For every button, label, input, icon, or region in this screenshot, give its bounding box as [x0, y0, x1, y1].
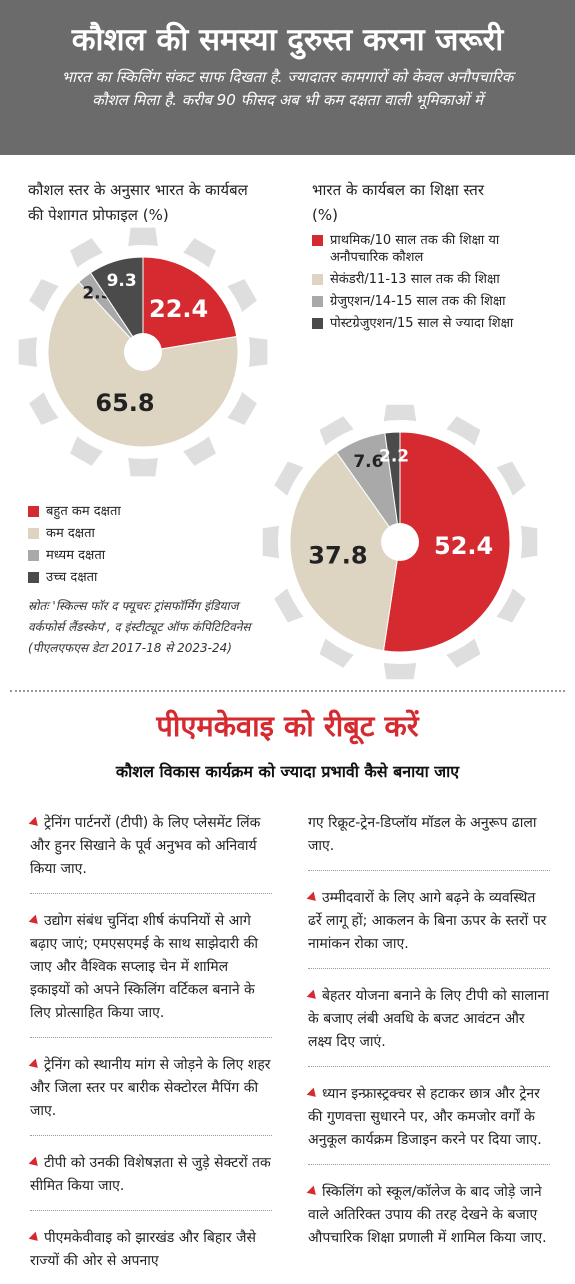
value-label: 9.3 [107, 271, 137, 291]
legend-swatch [312, 296, 323, 307]
bullet-item: उद्योग संबंध चुनिंदा शीर्ष कंपनियों से आ… [28, 906, 272, 1038]
legend-label: ग्रेजुएशन/14-15 साल तक की शिक्षा [330, 294, 506, 309]
legend-swatch [28, 572, 39, 583]
legend-label: कम दक्षता [46, 526, 95, 541]
bullet-text: ध्यान इन्फ्रास्ट्रक्चर से हटाकर छात्र और… [308, 1086, 542, 1148]
legend-label: प्राथमिक/10 साल तक की शिक्षा या अनौपचारि… [330, 233, 500, 265]
legend-item: सेकंडरी/11-13 साल तक की शिक्षा [312, 271, 527, 288]
bullet-text: स्किलिंग को स्कूल/कॉलेज के बाद जोड़े जान… [308, 1184, 547, 1246]
left-column: ट्रेनिंग पार्टनरों (टीपी) के लिए प्लेसमे… [28, 808, 272, 1284]
legend-item: पोस्टग्रेजुएशन/15 साल से ज्यादा शिक्षा [312, 315, 527, 332]
right-column: गए रिक्रूट-ट्रेन-डिप्लॉय मॉडल के अनुरूप … [306, 808, 550, 1274]
legend-item: उच्च दक्षता [28, 569, 268, 586]
bullet-arrow [28, 1231, 42, 1245]
bullet-item: गए रिक्रूट-ट्रेन-डिप्लॉय मॉडल के अनुरूप … [308, 808, 550, 871]
subtitle: भारत का स्किलिंग संकट साफ दिखता है. ज्या… [61, 68, 514, 109]
legend-item: ग्रेजुएशन/14-15 साल तक की शिक्षा [312, 293, 527, 310]
legend-swatch [312, 318, 323, 329]
header-band [0, 0, 575, 155]
bullet-item: टीपी को उनकी विशेषज्ञता से जुड़े सेक्टरो… [28, 1148, 272, 1211]
legend-swatch [28, 506, 39, 517]
bullet-arrow [28, 816, 42, 830]
legend-item: कम दक्षता [28, 525, 268, 542]
pie-hole [381, 523, 419, 561]
legend-item: प्राथमिक/10 साल तक की शिक्षा या अनौपचारि… [312, 232, 527, 266]
pie-slice [384, 431, 401, 543]
bullet-text: ट्रेनिंग पार्टनरों (टीपी) के लिए प्लेसमे… [30, 815, 261, 877]
bullet-item: ट्रेनिंग को स्थानीय मांग से जोड़ने के लि… [28, 1050, 272, 1136]
legend-swatch [28, 528, 39, 539]
pie-slice [289, 451, 401, 652]
bullet-arrow [306, 989, 320, 1003]
legend-item: बहुत कम दक्षता [28, 503, 268, 520]
bullet-arrow [28, 1058, 42, 1072]
bullet-item: उम्मीदवारों के लिए आगे बढ़ने के व्यवस्थि… [306, 883, 550, 969]
legend-label: सेकंडरी/11-13 साल तक की शिक्षा [330, 272, 500, 287]
bullet-text: ट्रेनिंग को स्थानीय मांग से जोड़ने के लि… [30, 1057, 271, 1119]
bullet-arrow [28, 914, 42, 928]
legend-label: बहुत कम दक्षता [46, 504, 121, 519]
value-label: 7.6 [353, 452, 383, 472]
bullet-arrow [306, 1185, 320, 1199]
bullet-item: ध्यान इन्फ्रास्ट्रक्चर से हटाकर छात्र और… [306, 1079, 550, 1165]
legend-item: मध्यम दक्षता [28, 547, 268, 564]
legend: प्राथमिक/10 साल तक की शिक्षा या अनौपचारि… [312, 232, 527, 337]
legend-swatch [312, 235, 323, 246]
section-subtitle: कौशल विकास कार्यक्रम को ज्यादा प्रभावी क… [115, 762, 460, 781]
legend: बहुत कम दक्षता कम दक्षता मध्यम दक्षता उच्च … [28, 503, 268, 591]
bullet-text: उद्योग संबंध चुनिंदा शीर्ष कंपनियों से आ… [30, 913, 258, 1021]
bullet-arrow [28, 1156, 42, 1170]
value-label: 2.2 [379, 446, 409, 466]
legend-swatch [312, 274, 323, 285]
bullet-text: गए रिक्रूट-ट्रेन-डिप्लॉय मॉडल के अनुरूप … [308, 815, 537, 854]
separator [10, 690, 565, 692]
value-label: 22.4 [149, 295, 208, 323]
title: कौशल की समस्या दुरुस्त करना जरूरी [71, 22, 504, 58]
value-label: 65.8 [95, 389, 154, 417]
bullet-text: बेहतर योजना बनाने के लिए टीपी को सालाना … [308, 988, 549, 1050]
bullet-arrow [306, 891, 320, 905]
bullet-item: पीएमकेवीवाइ को झारखंड और बिहार जैसे राज्… [28, 1223, 272, 1284]
legend-label: पोस्टग्रेजुएशन/15 साल से ज्यादा शिक्षा [330, 316, 514, 331]
bullet-item: बेहतर योजना बनाने के लिए टीपी को सालाना … [306, 981, 550, 1067]
bullet-item: स्किलिंग को स्कूल/कॉलेज के बाद जोड़े जान… [306, 1177, 550, 1262]
bullet-arrow [306, 1087, 320, 1101]
source: स्रोतः 'स्किल्स फॉर द फ्यूचरः ट्रांसफॉर्… [28, 599, 251, 655]
bullet-text: उम्मीदवारों के लिए आगे बढ़ने के व्यवस्थि… [308, 890, 547, 952]
bullet-text: टीपी को उनकी विशेषज्ञता से जुड़े सेक्टरो… [30, 1155, 271, 1194]
pie-hole [124, 333, 162, 371]
bullet-item: ट्रेनिंग पार्टनरों (टीपी) के लिए प्लेसमे… [28, 808, 272, 894]
pie-slice [382, 431, 511, 653]
value-label: 52.4 [434, 532, 493, 560]
value-label: 37.8 [308, 542, 367, 570]
bullet-text: पीएमकेवीवाइ को झारखंड और बिहार जैसे राज्… [30, 1230, 256, 1269]
pie-slice [89, 256, 144, 354]
chart-title: कौशल स्तर के अनुसार भारत के कार्यबल की प… [28, 181, 248, 224]
legend-label: मध्यम दक्षता [46, 548, 106, 563]
pie-slice [142, 256, 238, 353]
section-title: पीएमकेवाइ को रीबूट करें [156, 709, 419, 743]
legend-swatch [28, 550, 39, 561]
legend-label: उच्च दक्षता [46, 570, 98, 585]
chart-title: भारत के कार्यबल का शिक्षा स्तर (%) [312, 181, 484, 224]
